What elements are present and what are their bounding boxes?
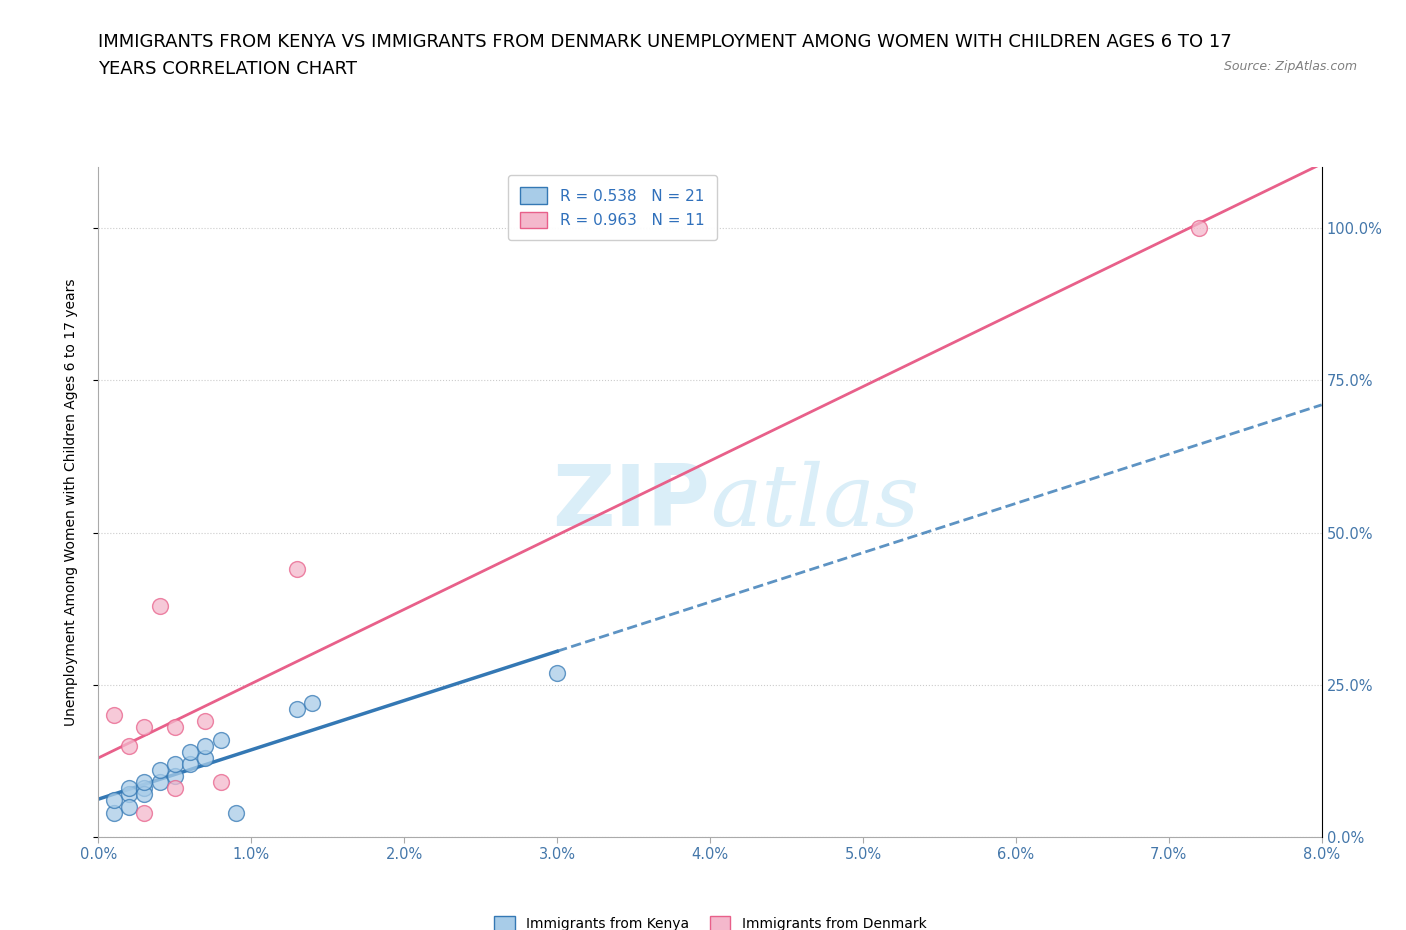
Point <box>163 769 186 784</box>
Point <box>163 781 186 796</box>
Text: YEARS CORRELATION CHART: YEARS CORRELATION CHART <box>98 60 357 78</box>
Point <box>149 763 172 777</box>
Point <box>103 708 125 723</box>
Legend: Immigrants from Kenya, Immigrants from Denmark: Immigrants from Kenya, Immigrants from D… <box>488 910 932 930</box>
Point <box>134 781 156 796</box>
Point <box>149 775 172 790</box>
Point <box>194 738 217 753</box>
Point <box>118 787 141 802</box>
Point <box>209 775 232 790</box>
Point <box>285 562 308 577</box>
Point <box>103 805 125 820</box>
Point <box>163 756 186 771</box>
Point <box>301 696 323 711</box>
Point <box>118 799 141 814</box>
Point <box>546 665 568 680</box>
Point <box>118 781 141 796</box>
Point <box>103 793 125 808</box>
Point <box>225 805 247 820</box>
Text: atlas: atlas <box>710 461 920 543</box>
Point <box>134 720 156 735</box>
Point <box>179 744 201 759</box>
Point <box>149 598 172 613</box>
Point <box>285 702 308 717</box>
Point <box>194 751 217 765</box>
Text: Source: ZipAtlas.com: Source: ZipAtlas.com <box>1223 60 1357 73</box>
Point <box>1188 220 1211 235</box>
Point <box>179 756 201 771</box>
Text: IMMIGRANTS FROM KENYA VS IMMIGRANTS FROM DENMARK UNEMPLOYMENT AMONG WOMEN WITH C: IMMIGRANTS FROM KENYA VS IMMIGRANTS FROM… <box>98 33 1232 50</box>
Point <box>194 714 217 729</box>
Y-axis label: Unemployment Among Women with Children Ages 6 to 17 years: Unemployment Among Women with Children A… <box>63 278 77 726</box>
Point <box>134 775 156 790</box>
Point <box>134 805 156 820</box>
Text: ZIP: ZIP <box>553 460 710 544</box>
Point <box>209 732 232 747</box>
Point <box>118 738 141 753</box>
Point <box>163 720 186 735</box>
Point <box>134 787 156 802</box>
